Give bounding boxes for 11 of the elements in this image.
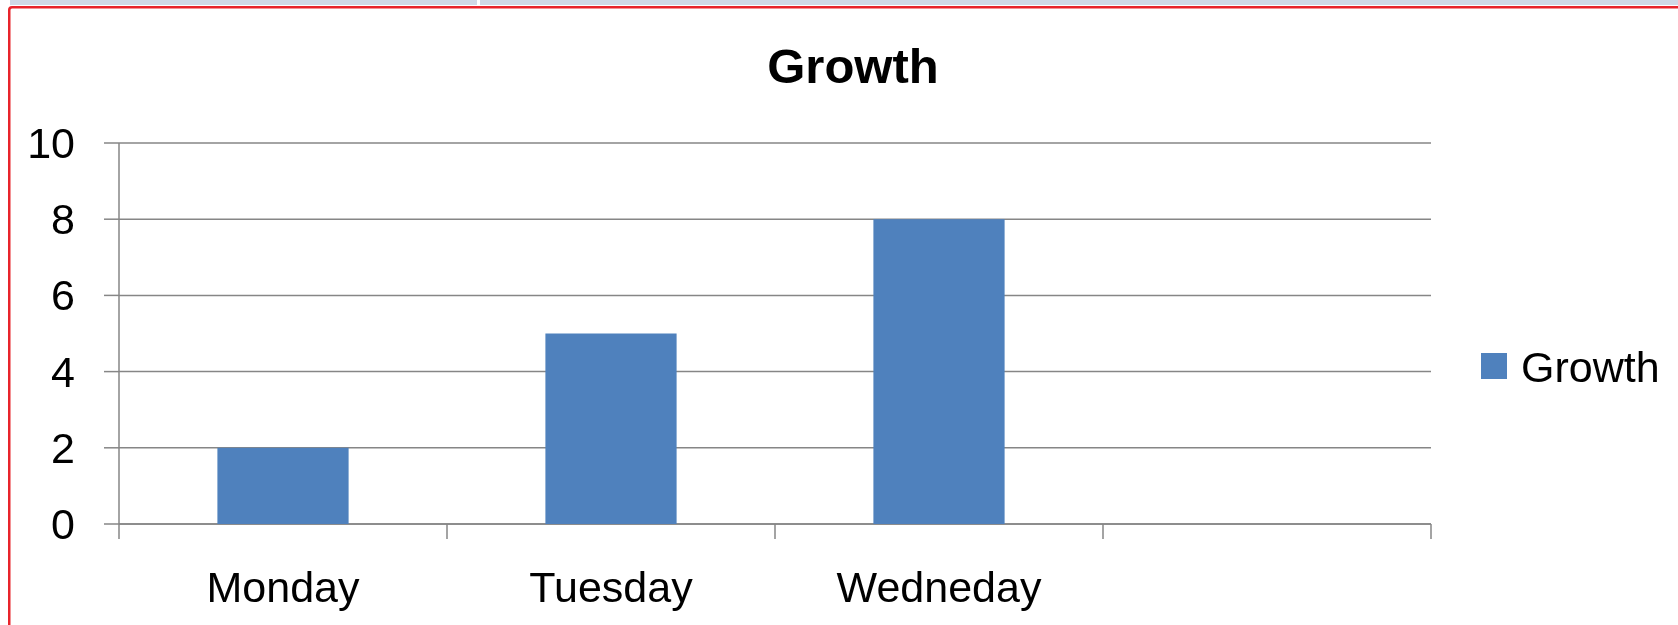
chart-title: Growth <box>767 39 939 93</box>
y-tick-label: 4 <box>51 347 75 396</box>
y-tick-label: 10 <box>27 119 75 167</box>
x-tick-label: Wedneday <box>836 563 1042 611</box>
y-tick-label: 6 <box>51 271 75 320</box>
legend-label: Growth <box>1521 343 1660 391</box>
x-tick-label: Tuesday <box>529 563 694 611</box>
y-tick-label: 0 <box>51 500 75 548</box>
y-tick-label: 2 <box>51 423 75 472</box>
y-tick-label: 8 <box>51 195 75 244</box>
x-tick-label: Monday <box>206 563 360 611</box>
